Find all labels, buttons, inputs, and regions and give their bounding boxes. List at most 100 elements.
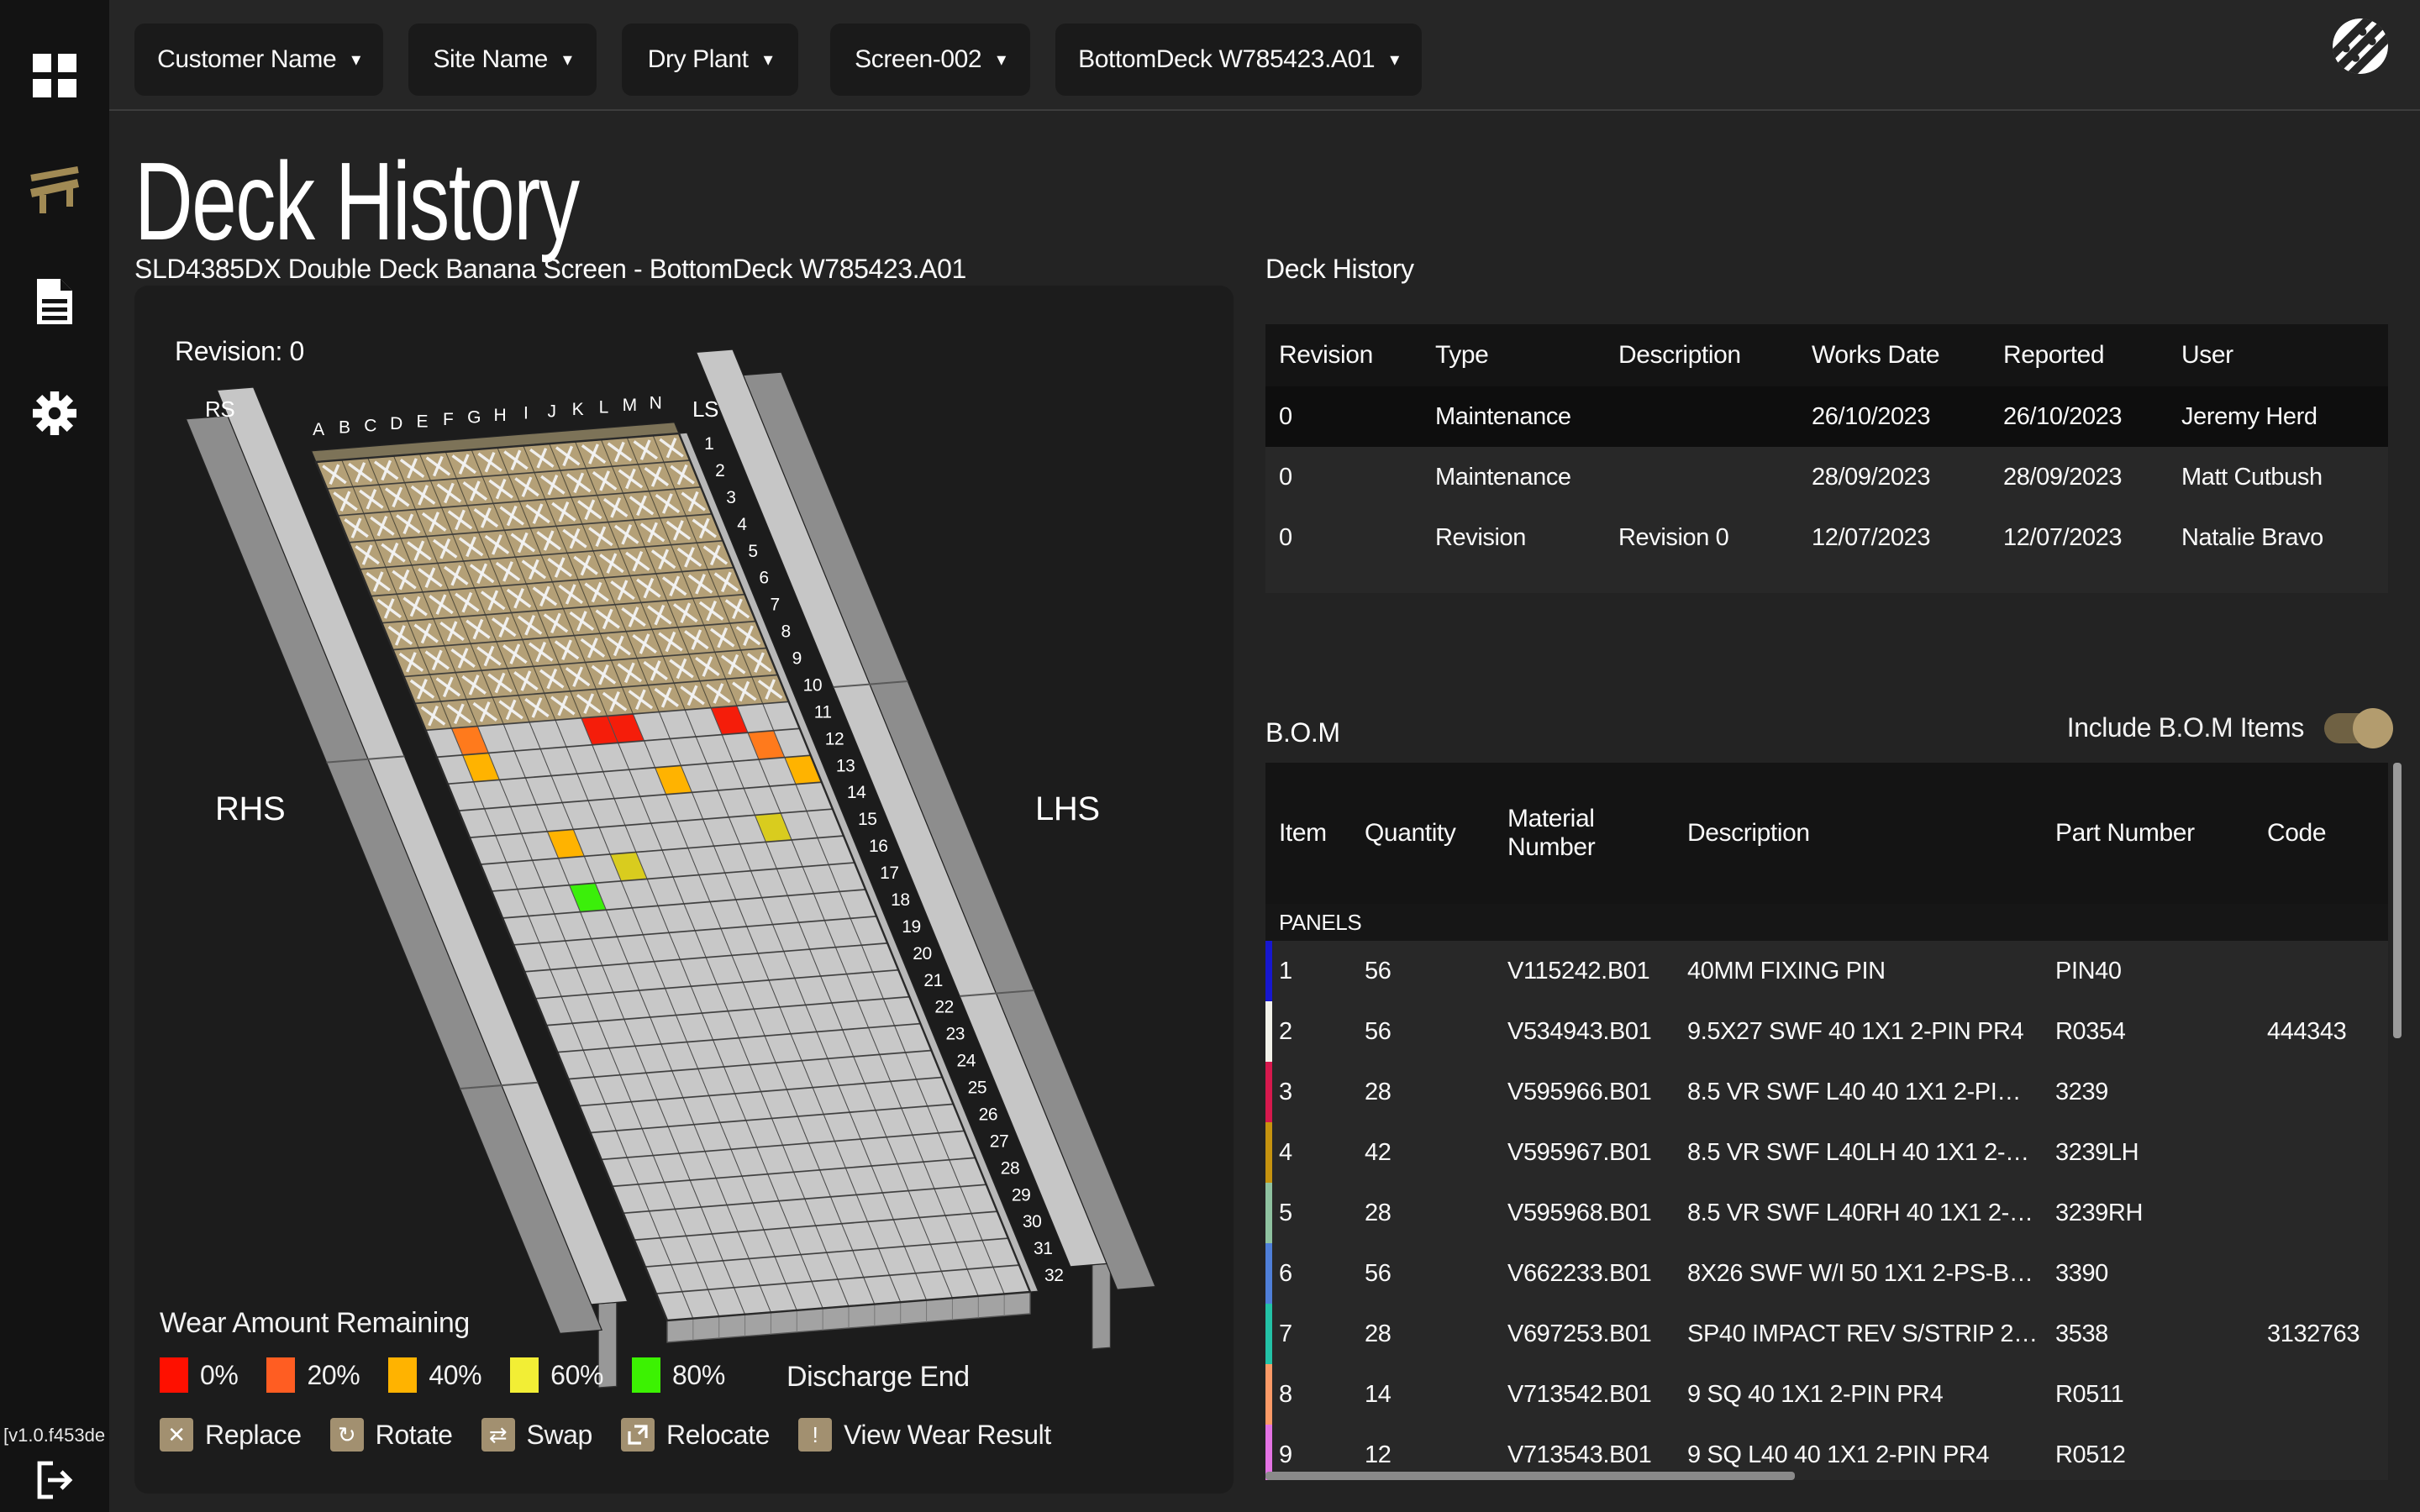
deck-axis-label: 22 [934,998,954,1017]
table-row[interactable]: 0 Maintenance 28/09/2023 28/09/2023 Matt Cut… [1265,447,2388,507]
deck-axis-label: 6 [759,569,768,588]
bom-cell-quantity: 42 [1365,1138,1392,1166]
include-bom-toggle[interactable]: Include B.O.M Items [1983,707,2393,748]
dropdown-bottomdeck-w785423-a01[interactable]: BottomDeck W785423.A01 ▾ [1055,24,1422,96]
history-cell: 0 [1279,402,1292,430]
history-col-header: User [2181,341,2233,369]
bom-color-strip [1265,1425,1272,1480]
bom-cell-quantity: 56 [1365,1017,1392,1045]
sidebar-item-decks[interactable] [0,165,109,215]
dropdown-dry-plant[interactable]: Dry Plant ▾ [622,24,798,96]
deck-axis-label: LHS [1035,790,1100,827]
action-label: Replace [205,1419,302,1450]
legend-item: 80% [632,1357,725,1393]
legend-label: 20% [307,1359,360,1390]
bom-cell-part: 3239 [2055,1078,2108,1105]
bom-cell-part: PIN40 [2055,957,2122,984]
table-row[interactable]: 0 Maintenance 26/10/2023 26/10/2023 Jeremy H… [1265,386,2388,447]
legend-label: 80% [672,1359,725,1390]
history-cell: 28/09/2023 [2003,463,2123,491]
bom-group-row: PANELS [1265,904,2388,941]
bom-table-card: Item Quantity Material Number Description Pa… [1265,763,2388,1480]
bom-cell-code: 3132763 [2267,1320,2360,1347]
history-col-header: Reported [2003,341,2105,369]
logout-button[interactable] [0,1458,109,1502]
gear-icon [33,391,76,435]
bom-cell-description: 9 SQ 40 1X1 2-PIN PR4 [1687,1380,1944,1408]
bom-col-header: Part Number [2055,819,2195,847]
bom-color-strip [1265,1243,1272,1304]
toggle-knob [2353,707,2393,748]
history-cell [1605,386,1798,447]
deck-axis-label: B [339,418,350,438]
revision-label: Revision: 0 [175,336,304,366]
deck-actions: ✕ Replace ↻ Rotate ⇄ Swap Relocate ! View Wear R… [160,1418,1080,1452]
rotate-icon: ↻ [329,1418,364,1452]
deck-axis-label: H [494,406,507,425]
dropdown-customer-name[interactable]: Customer Name ▾ [134,24,383,96]
sidebar: [v1.0.f453de [0,0,109,1512]
bom-col-header: Material Number [1507,805,1596,861]
chevron-down-icon: ▾ [997,49,1006,70]
bom-cell-material: V662233.B01 [1507,1259,1652,1287]
table-row[interactable]: 0 Revision Revision 0 12/07/2023 12/07/2023 N… [1265,507,2388,568]
sidebar-item-reports[interactable] [0,277,109,326]
relocate-button[interactable]: Relocate [620,1418,770,1452]
deck-axis-label: 12 [825,729,844,748]
wear-legend: 0% 20% 40% 60% 80% [160,1357,754,1393]
history-cell: 0 [1279,523,1292,551]
view-wear-result-button[interactable]: ! View Wear Result [798,1418,1051,1452]
deck-axis-label: M [623,396,637,415]
bom-horizontal-scrollbar[interactable] [1265,1472,1795,1480]
table-row[interactable]: 7 28 V697253.B01 SP40 IMPACT REV S/STRIP 2…… [1265,1304,2388,1364]
deck-axis-label: G [467,408,481,428]
deck-3d-view: A B C D E F G H I J K L M N12345678910111213141516171… [185,349,1156,1389]
history-section-title: Deck History [1265,254,1414,284]
sidebar-item-settings[interactable] [0,388,109,438]
deck-icon [29,166,80,213]
deck-axis-label: 9 [792,649,802,669]
chevron-down-icon: ▾ [763,49,773,70]
deck-axis-label: 17 [880,864,899,883]
deck-axis-label: 26 [979,1105,998,1124]
dropdown-site-name[interactable]: Site Name ▾ [408,24,597,96]
bom-col-header: Item [1279,819,1327,847]
table-row[interactable]: 9 12 V713543.B01 9 SQ L40 40 1X1 2-PIN PR4 R… [1265,1425,2388,1480]
bom-cell-item: 8 [1265,1364,1351,1425]
dropdown-screen-002[interactable]: Screen-002 ▾ [830,24,1030,96]
bom-vertical-scrollbar[interactable] [2393,763,2402,1038]
bom-cell-item: 5 [1265,1183,1351,1243]
table-row[interactable]: 2 56 V534943.B01 9.5X27 SWF 40 1X1 2-PIN PR… [1265,1001,2388,1062]
bom-cell-description: 8X26 SWF W/I 50 1X1 2-PS-B… [1687,1259,2033,1287]
bom-color-strip [1265,1183,1272,1243]
dropdown-label: BottomDeck W785423.A01 [1078,45,1376,73]
action-label: View Wear Result [844,1419,1051,1450]
history-cell: Matt Cutbush [2181,463,2323,491]
bom-cell-material: V595968.B01 [1507,1199,1652,1226]
dropdown-label: Customer Name [157,45,337,73]
table-row[interactable]: 4 42 V595967.B01 8.5 VR SWF L40LH 40 1X1 2-… [1265,1122,2388,1183]
bom-cell-code: 444343 [2267,1017,2347,1045]
history-cell: Jeremy Herd [2181,402,2317,430]
deck-axis-label: 32 [1044,1266,1064,1285]
swap-button[interactable]: ⇄ Swap [481,1418,592,1452]
bom-cell-description: 40MM FIXING PIN [1687,957,1886,984]
deck-axis-label: I [523,404,528,423]
table-row[interactable]: 6 56 V662233.B01 8X26 SWF W/I 50 1X1 2-PS-B… [1265,1243,2388,1304]
table-row[interactable]: 1 56 V115242.B01 40MM FIXING PIN PIN40 [1265,941,2388,1001]
rotate-button[interactable]: ↻ Rotate [329,1418,453,1452]
bom-table: Item Quantity Material Number Description Pa… [1265,763,2388,1480]
deck-axis-label: 25 [968,1079,987,1098]
x-icon: ✕ [160,1418,193,1452]
legend-label: 40% [429,1359,482,1390]
sidebar-item-dashboard[interactable] [0,54,109,97]
table-row[interactable]: 8 14 V713542.B01 9 SQ 40 1X1 2-PIN PR4 R0511 [1265,1364,2388,1425]
deck-axis-label: 20 [913,944,932,963]
bom-cell-part: R0354 [2055,1017,2126,1045]
table-row[interactable]: 5 28 V595968.B01 8.5 VR SWF L40RH 40 1X1 2-… [1265,1183,2388,1243]
bom-col-header: Description [1687,819,1810,847]
replace-button[interactable]: ✕ Replace [160,1418,302,1452]
bom-cell-description: 9.5X27 SWF 40 1X1 2-PIN PR4 [1687,1017,2024,1045]
table-row[interactable]: 3 28 V595966.B01 8.5 VR SWF L40 40 1X1 2-PI… [1265,1062,2388,1122]
bom-cell-code [2254,1243,2388,1304]
